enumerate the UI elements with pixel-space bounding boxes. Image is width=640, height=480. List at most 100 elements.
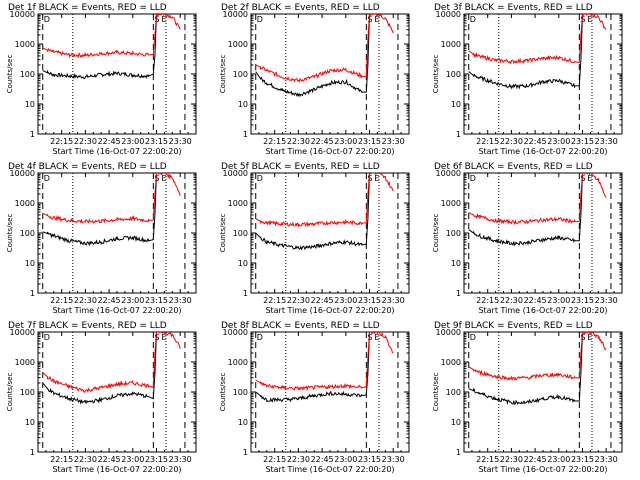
x-tick-label: 23:00: [547, 455, 570, 464]
y-tick-label: 10000: [436, 10, 461, 19]
marker-label-d: D: [257, 174, 263, 183]
marker-label-e: E: [587, 15, 592, 24]
marker-label-e: E: [161, 15, 166, 24]
y-axis-label: Counts/sec: [219, 214, 227, 253]
x-tick-label: 22:30: [500, 455, 523, 464]
x-tick-label: 23:30: [169, 137, 192, 146]
x-tick-label: 22:45: [98, 296, 121, 305]
y-tick-label: 1000: [15, 199, 35, 208]
panel-title: Det 7f BLACK = Events, RED = LLD: [8, 321, 167, 331]
y-tick-label: 100: [233, 70, 248, 79]
x-tick-label: 23:00: [121, 296, 144, 305]
plot-frame: [463, 13, 623, 135]
detector-panel: Det 1f BLACK = Events, RED = LLD 1 10 100 10…: [6, 3, 197, 156]
y-axis-label: Counts/sec: [432, 55, 440, 94]
y-tick-label: 10000: [436, 169, 461, 178]
y-axis-label: Counts/sec: [6, 373, 14, 412]
y-tick-label: 10000: [223, 10, 248, 19]
y-tick-label: 1000: [15, 358, 35, 367]
x-tick-label: 22:15: [263, 455, 286, 464]
x-axis-label: Start Time (16-Oct-07 22:00:20): [478, 147, 607, 156]
x-tick-label: 23:30: [595, 137, 618, 146]
x-tick-label: 22:30: [287, 137, 310, 146]
x-tick-label: 23:15: [358, 137, 381, 146]
marker-label-e: E: [374, 333, 379, 342]
marker-label-e: E: [587, 333, 592, 342]
x-axis-label: Start Time (16-Oct-07 22:00:20): [52, 147, 181, 156]
y-axis-label: Counts/sec: [432, 214, 440, 253]
y-tick-label: 1: [30, 130, 35, 139]
lld-series-line: [42, 14, 181, 59]
panel-title: Det 9f BLACK = Events, RED = LLD: [434, 321, 593, 331]
events-series-line: [255, 332, 370, 403]
marker-label-s: S: [367, 174, 372, 183]
x-tick-label: 22:30: [287, 455, 310, 464]
x-tick-label: 23:15: [571, 455, 594, 464]
x-tick-label: 23:00: [121, 137, 144, 146]
x-tick-label: 23:30: [382, 137, 405, 146]
y-tick-label: 10: [238, 418, 248, 427]
x-axis-label: Start Time (16-Oct-07 22:00:20): [265, 465, 394, 474]
panel-title: Det 3f BLACK = Events, RED = LLD: [434, 3, 593, 13]
marker-label-e: E: [374, 15, 379, 24]
x-axis-label: Start Time (16-Oct-07 22:00:20): [265, 147, 394, 156]
x-tick-label: 22:45: [524, 296, 547, 305]
marker-label-d: D: [44, 15, 50, 24]
y-tick-label: 10000: [223, 169, 248, 178]
x-tick-label: 22:45: [311, 455, 334, 464]
marker-label-s: S: [154, 15, 159, 24]
y-axis-label: Counts/sec: [432, 373, 440, 412]
x-tick-label: 22:30: [287, 296, 310, 305]
x-tick-label: 23:00: [334, 296, 357, 305]
x-tick-label: 22:15: [50, 455, 73, 464]
x-tick-label: 22:15: [263, 137, 286, 146]
marker-label-d: D: [470, 15, 476, 24]
y-tick-label: 10: [238, 100, 248, 109]
y-tick-label: 1: [30, 448, 35, 457]
x-tick-label: 22:30: [74, 455, 97, 464]
y-axis-label: Counts/sec: [219, 373, 227, 412]
detector-panel: Det 7f BLACK = Events, RED = LLD 1 10 100 10…: [6, 321, 197, 474]
y-tick-label: 100: [446, 229, 461, 238]
events-series-line: [468, 173, 583, 247]
x-tick-label: 23:30: [595, 296, 618, 305]
y-tick-label: 100: [446, 388, 461, 397]
detector-panel: Det 5f BLACK = Events, RED = LLD 1 10 100 10…: [219, 162, 410, 315]
y-tick-label: 1000: [15, 40, 35, 49]
x-tick-label: 23:15: [358, 455, 381, 464]
panel-title: Det 8f BLACK = Events, RED = LLD: [221, 321, 380, 331]
x-tick-label: 22:30: [500, 296, 523, 305]
x-tick-label: 22:30: [74, 296, 97, 305]
plot-frame: [463, 331, 623, 453]
x-tick-label: 22:45: [524, 137, 547, 146]
lld-series-line: [468, 332, 607, 382]
y-tick-label: 10000: [10, 169, 35, 178]
marker-label-s: S: [580, 15, 585, 24]
lld-series-line: [255, 332, 394, 392]
x-axis-label: Start Time (16-Oct-07 22:00:20): [478, 465, 607, 474]
y-tick-label: 1000: [441, 40, 461, 49]
marker-label-e: E: [161, 333, 166, 342]
marker-label-s: S: [580, 174, 585, 183]
panel-title: Det 6f BLACK = Events, RED = LLD: [434, 162, 593, 172]
x-tick-label: 23:30: [382, 296, 405, 305]
y-tick-label: 100: [20, 229, 35, 238]
y-tick-label: 100: [20, 70, 35, 79]
y-tick-label: 1: [243, 130, 248, 139]
x-tick-label: 23:30: [169, 296, 192, 305]
lld-series-line: [42, 332, 181, 394]
x-tick-label: 23:00: [547, 137, 570, 146]
y-tick-label: 100: [446, 70, 461, 79]
y-tick-label: 1: [456, 289, 461, 298]
plot-frame: [37, 331, 197, 453]
x-tick-label: 22:15: [50, 296, 73, 305]
y-tick-label: 1: [30, 289, 35, 298]
x-tick-label: 22:45: [98, 455, 121, 464]
x-tick-label: 22:30: [500, 137, 523, 146]
detector-panel: Det 9f BLACK = Events, RED = LLD 1 10 100 10…: [432, 321, 623, 474]
events-series-line: [42, 332, 157, 405]
marker-label-d: D: [470, 174, 476, 183]
x-axis-label: Start Time (16-Oct-07 22:00:20): [478, 306, 607, 315]
lld-series-line: [468, 173, 607, 226]
x-tick-label: 22:15: [476, 455, 499, 464]
